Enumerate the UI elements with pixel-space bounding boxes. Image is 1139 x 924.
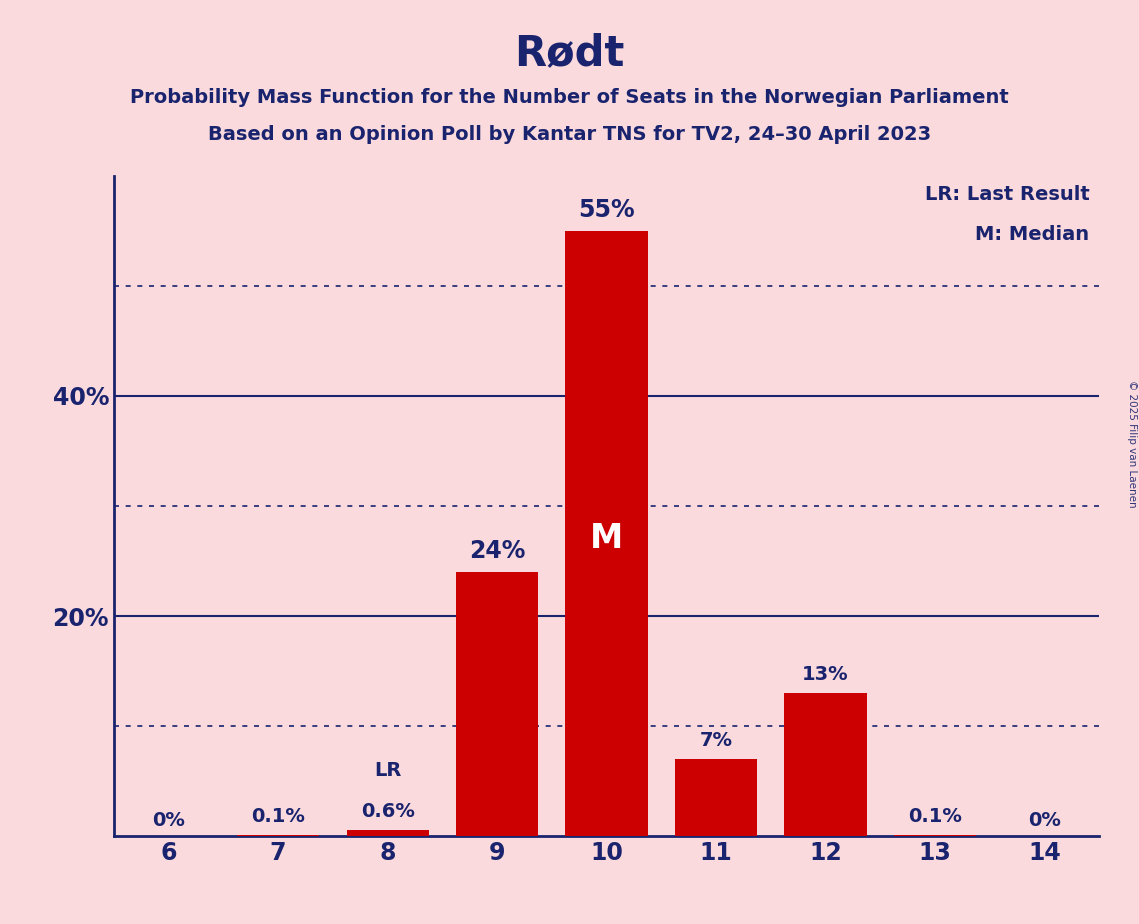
Text: 0%: 0%	[1029, 810, 1060, 830]
Bar	[346, 830, 428, 836]
Bar	[456, 572, 538, 836]
Text: M: M	[590, 522, 623, 555]
Text: 0%: 0%	[153, 810, 185, 830]
Text: © 2025 Filip van Laenen: © 2025 Filip van Laenen	[1126, 380, 1137, 507]
Text: 0.1%: 0.1%	[908, 808, 961, 826]
Text: 0.6%: 0.6%	[361, 802, 415, 821]
Text: 0.1%: 0.1%	[252, 808, 305, 826]
Bar	[785, 693, 867, 836]
Bar	[237, 835, 319, 836]
Text: LR: Last Result: LR: Last Result	[925, 186, 1089, 204]
Text: M: Median: M: Median	[975, 225, 1089, 244]
Text: Based on an Opinion Poll by Kantar TNS for TV2, 24–30 April 2023: Based on an Opinion Poll by Kantar TNS f…	[208, 125, 931, 144]
Text: 7%: 7%	[699, 731, 732, 750]
Text: Rødt: Rødt	[515, 32, 624, 74]
Bar	[894, 835, 976, 836]
Text: LR: LR	[374, 761, 401, 780]
Bar	[565, 231, 648, 836]
Text: 13%: 13%	[802, 665, 849, 685]
Text: Probability Mass Function for the Number of Seats in the Norwegian Parliament: Probability Mass Function for the Number…	[130, 88, 1009, 107]
Text: 24%: 24%	[469, 539, 525, 563]
Text: 55%: 55%	[579, 198, 634, 222]
Bar	[675, 760, 757, 836]
